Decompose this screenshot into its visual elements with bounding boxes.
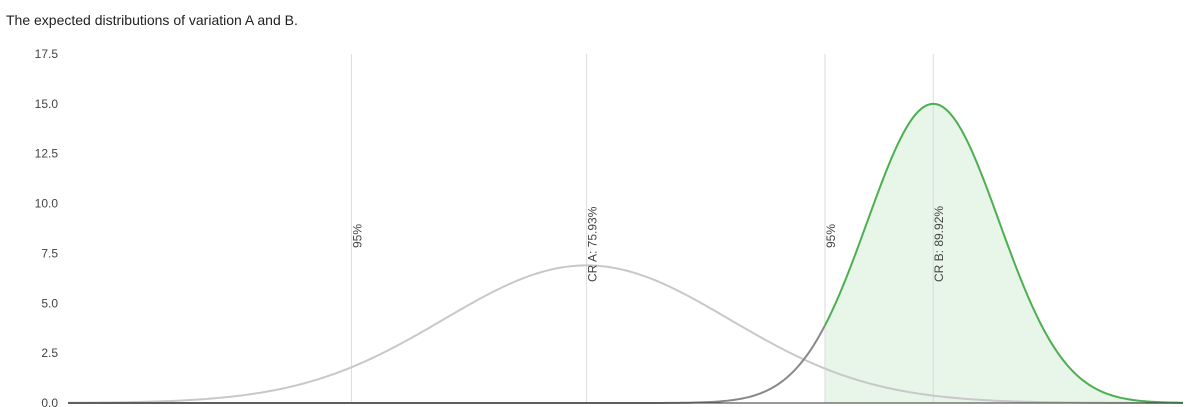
series-a-curve — [67, 264, 1184, 404]
y-tick-label: 10.0 — [35, 197, 59, 211]
y-tick-label: 12.5 — [35, 147, 59, 161]
marker-labels: 95% CR A: 75.93% 95% CR B: 89.92% — [350, 206, 946, 282]
marker-label: CR B: 89.92% — [932, 206, 946, 282]
y-axis-ticks: 0.0 2.5 5.0 7.5 10.0 12.5 15.0 17.5 — [35, 47, 59, 407]
y-tick-label: 5.0 — [41, 296, 58, 310]
series-b-curve — [824, 102, 1184, 404]
marker-label: CR A: 75.93% — [586, 206, 600, 282]
series-b-left-tail — [68, 324, 826, 404]
series-b-shaded-area — [824, 103, 1183, 403]
y-tick-label: 2.5 — [41, 346, 58, 360]
y-tick-label: 7.5 — [41, 246, 58, 260]
marker-label: 95% — [824, 224, 838, 248]
y-tick-label: 15.0 — [35, 97, 59, 111]
y-tick-label: 0.0 — [41, 396, 58, 407]
marker-label: 95% — [350, 224, 364, 248]
y-tick-label: 17.5 — [35, 47, 59, 61]
chart-title: The expected distributions of variation … — [6, 12, 298, 28]
marker-lines — [350, 54, 934, 403]
shade-layer — [824, 103, 1183, 403]
